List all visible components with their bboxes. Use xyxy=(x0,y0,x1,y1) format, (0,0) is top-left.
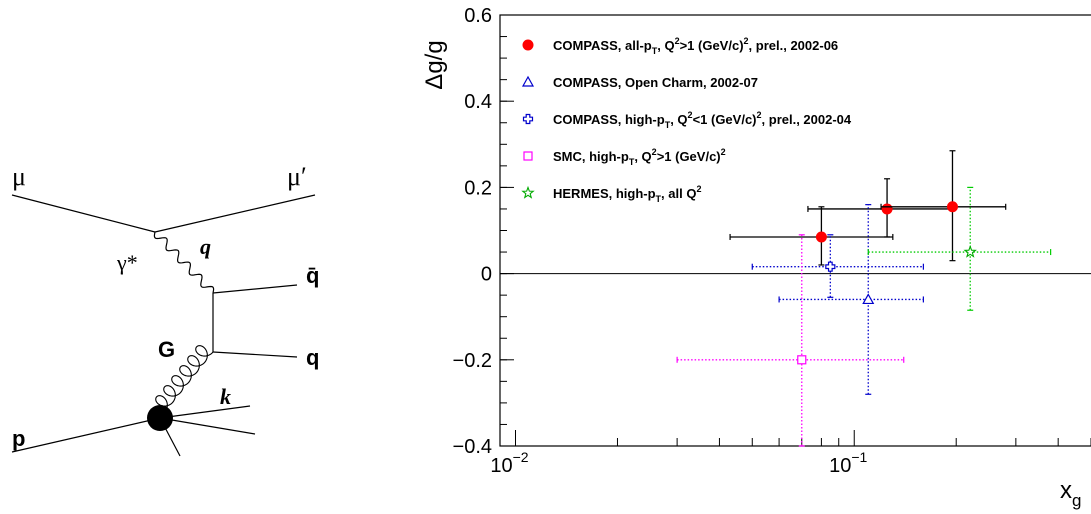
legend-marker xyxy=(523,151,533,161)
series-4 xyxy=(867,186,1052,311)
data-point xyxy=(815,231,827,243)
y-tick-label: 0.4 xyxy=(464,91,492,113)
legend: COMPASS, all-pT​, Q2​>1 (GeV/c)2​, prel.… xyxy=(521,36,852,204)
legend-marker xyxy=(521,185,535,199)
y-tick-label: 0 xyxy=(481,264,492,286)
legend-label: HERMES, high-pT​, all Q2​ xyxy=(553,184,701,204)
legend-label: COMPASS, high-pT​, Q2​<1 (GeV/c)2​, prel… xyxy=(553,110,852,130)
legend-label: COMPASS, Open Charm, 2002-07 xyxy=(553,75,758,90)
label-antiquark: q̄ xyxy=(306,263,319,288)
y-tick-label: 0.2 xyxy=(464,177,492,199)
legend-marker xyxy=(522,39,534,51)
x-tick-label: 10−2 xyxy=(490,449,528,477)
series-3 xyxy=(676,234,905,447)
quark-line xyxy=(212,351,298,358)
legend-marker xyxy=(521,75,535,87)
antiquark-line xyxy=(212,284,298,294)
data-point xyxy=(963,244,977,258)
x-tick-label: 10−1 xyxy=(829,449,867,477)
y-axis-label: Δg/g xyxy=(421,40,448,89)
series-1 xyxy=(778,204,924,395)
label-q-momentum: q xyxy=(200,234,211,259)
data-point xyxy=(862,293,875,305)
remnant-line-2 xyxy=(159,417,256,435)
data-point xyxy=(881,203,893,215)
gluon-line xyxy=(155,345,214,413)
data-point xyxy=(825,261,836,272)
data-point xyxy=(797,355,807,365)
y-tick-label: 0.6 xyxy=(464,5,492,27)
virtual-photon-line xyxy=(153,231,215,294)
label-proton: p xyxy=(12,426,25,451)
label-gluon: G xyxy=(158,337,175,362)
legend-marker xyxy=(522,113,534,125)
remnant-line-1 xyxy=(159,405,251,419)
label-photon: γ* xyxy=(116,250,138,275)
label-k: k xyxy=(220,384,231,409)
label-muon-out: μ′ xyxy=(287,162,307,191)
proton-line xyxy=(11,417,161,453)
plot-frame xyxy=(499,14,1091,447)
series-0 xyxy=(729,150,1007,266)
x-axis-label: xg xyxy=(1060,477,1081,510)
legend-label: COMPASS, all-pT​, Q2​>1 (GeV/c)2​, prel.… xyxy=(553,36,838,56)
label-quark: q xyxy=(306,345,319,370)
incoming-muon-line xyxy=(11,194,156,233)
y-tick-label: −0.4 xyxy=(453,436,492,458)
label-muon-in: μ xyxy=(12,162,26,191)
data-point xyxy=(946,201,958,213)
outgoing-muon-line xyxy=(154,194,316,233)
series-2 xyxy=(751,234,924,298)
proton-blob xyxy=(147,405,173,431)
feynman-diagram: μ μ′ γ* q q̄ G q p k xyxy=(11,162,319,457)
y-tick-label: −0.2 xyxy=(453,350,492,372)
legend-label: SMC, high-pT​, Q2​>1 (GeV/c)2​ xyxy=(553,147,726,167)
